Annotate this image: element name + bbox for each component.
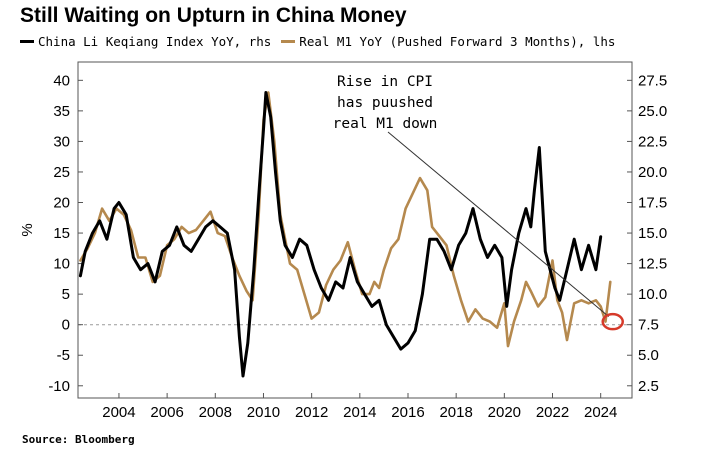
x-tick-label: 2022: [536, 404, 569, 421]
y-left-tick-label: 5: [62, 286, 70, 303]
plot-frame: [77, 61, 633, 399]
y-right-tick-label: 7.5: [638, 317, 659, 334]
y-right-tick-label: 15.0: [638, 225, 667, 242]
y-left-tick-label: 25: [53, 164, 70, 181]
y-left-axis-label: %: [19, 223, 36, 236]
annotation-line: has puushed: [337, 95, 433, 111]
y-right-tick-label: 22.5: [638, 133, 667, 150]
legend-item-real-m1: Real M1 YoY (Pushed Forward 3 Months), l…: [281, 34, 615, 49]
annotation-line: Rise in CPI: [337, 74, 433, 90]
y-right-tick-label: 10.0: [638, 286, 667, 303]
legend-label-real-m1: Real M1 YoY (Pushed Forward 3 Months), l…: [299, 34, 616, 49]
y-left-tick-label: 0: [62, 317, 70, 334]
source-note: Source: Bloomberg: [22, 433, 135, 446]
legend-swatch-li-keqiang: [20, 40, 34, 43]
x-tick-label: 2012: [295, 404, 328, 421]
x-tick-label: 2016: [391, 404, 424, 421]
annotation-line: real M1 down: [333, 116, 438, 132]
y-left-tick-label: 10: [53, 256, 70, 273]
x-tick-label: 2010: [247, 404, 280, 421]
y-left-tick-label: 15: [53, 225, 70, 242]
x-tick-label: 2008: [199, 404, 232, 421]
y-left-tick-label: -5: [57, 347, 70, 364]
x-tick-label: 2024: [584, 404, 617, 421]
x-tick-label: 2004: [102, 404, 135, 421]
annotation-arrow: [387, 131, 610, 318]
chart-title: Still Waiting on Upturn in China Money: [20, 4, 407, 27]
legend-swatch-real-m1: [281, 40, 296, 43]
legend-item-li-keqiang: China Li Keqiang Index YoY, rhs: [20, 34, 271, 49]
series-line-li-keqiang: [78, 91, 603, 378]
x-tick-label: 2020: [488, 404, 521, 421]
y-left-tick-label: 20: [53, 195, 70, 212]
y-left-tick-label: 40: [53, 72, 70, 89]
y-right-tick-label: 5.0: [638, 347, 659, 364]
highlight-circle: [601, 312, 624, 331]
x-tick-label: 2014: [343, 404, 376, 421]
y-right-tick-label: 27.5: [638, 72, 667, 89]
y-left-tick-label: -10: [48, 378, 70, 395]
y-right-tick-label: 25.0: [638, 103, 667, 120]
y-right-tick-label: 2.5: [638, 378, 659, 395]
x-tick-label: 2018: [439, 404, 472, 421]
y-right-tick-label: 20.0: [638, 164, 667, 181]
y-left-tick-label: 35: [53, 103, 70, 120]
y-right-tick-label: 12.5: [638, 256, 667, 273]
y-right-tick-label: 17.5: [638, 195, 667, 212]
legend: China Li Keqiang Index YoY, rhs Real M1 …: [20, 34, 625, 49]
y-left-tick-label: 30: [53, 133, 70, 150]
x-tick-label: 2006: [150, 404, 183, 421]
legend-label-li-keqiang: China Li Keqiang Index YoY, rhs: [38, 34, 272, 49]
